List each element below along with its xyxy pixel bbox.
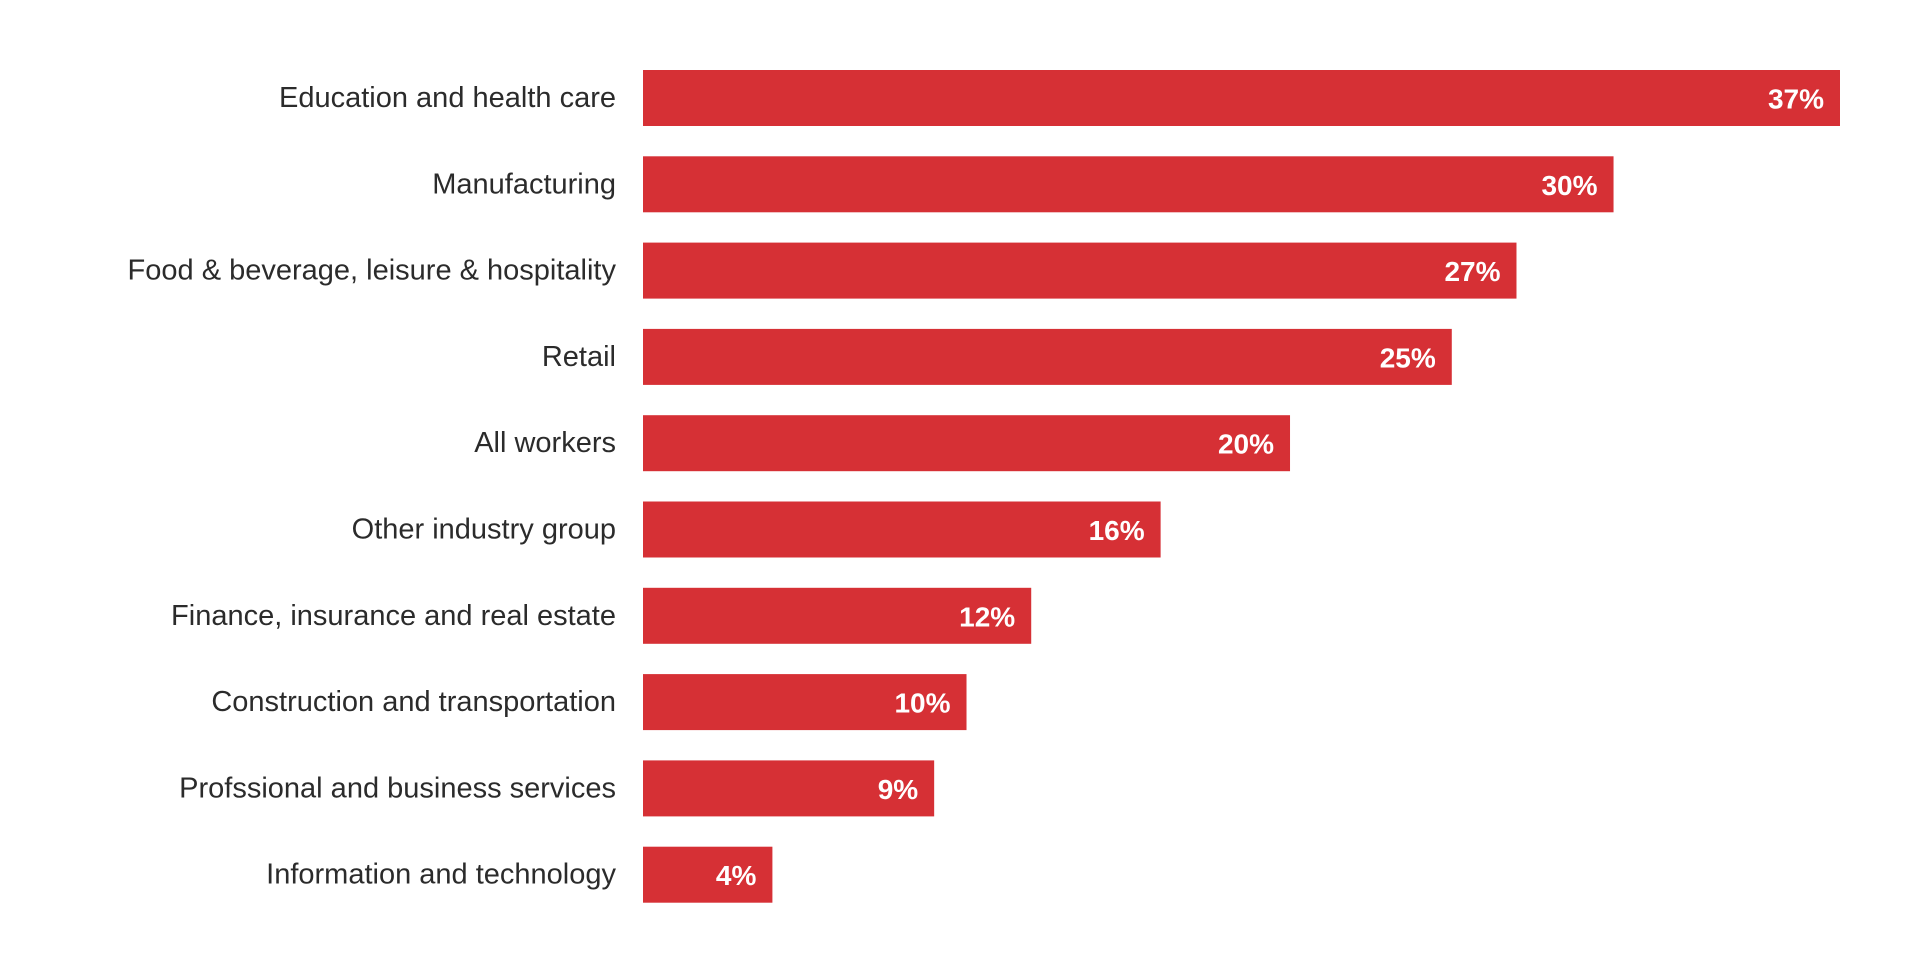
value-label: 4% xyxy=(716,860,757,891)
category-label: Finance, insurance and real estate xyxy=(171,600,616,632)
value-label: 20% xyxy=(1218,429,1274,460)
value-label: 30% xyxy=(1541,170,1597,201)
category-label: Construction and transportation xyxy=(211,686,616,718)
category-label: Other industry group xyxy=(352,514,616,546)
bar xyxy=(643,242,1517,299)
category-label: Retail xyxy=(542,341,616,373)
value-label: 25% xyxy=(1380,342,1436,373)
category-label: Profssional and business services xyxy=(179,772,616,804)
value-label: 10% xyxy=(894,688,950,719)
value-label: 27% xyxy=(1444,256,1500,287)
value-label: 12% xyxy=(959,601,1015,632)
bar xyxy=(643,674,967,731)
bar xyxy=(643,846,773,903)
bar xyxy=(643,415,1291,472)
bar xyxy=(643,328,1452,385)
bar xyxy=(643,501,1161,558)
category-label: Food & beverage, leisure & hospitality xyxy=(128,255,617,287)
value-label: 9% xyxy=(878,774,919,805)
bars-group: Education and health care 37% Manufacturin… xyxy=(128,70,1840,903)
bar xyxy=(643,587,1032,644)
value-label: 16% xyxy=(1089,515,1145,546)
category-label: Information and technology xyxy=(266,859,616,891)
bar xyxy=(643,760,935,817)
value-label: 37% xyxy=(1768,84,1824,115)
category-label: All workers xyxy=(474,427,616,459)
category-label: Education and health care xyxy=(279,82,616,114)
bar xyxy=(643,70,1840,126)
bar xyxy=(643,156,1614,213)
category-label: Manufacturing xyxy=(432,168,616,200)
